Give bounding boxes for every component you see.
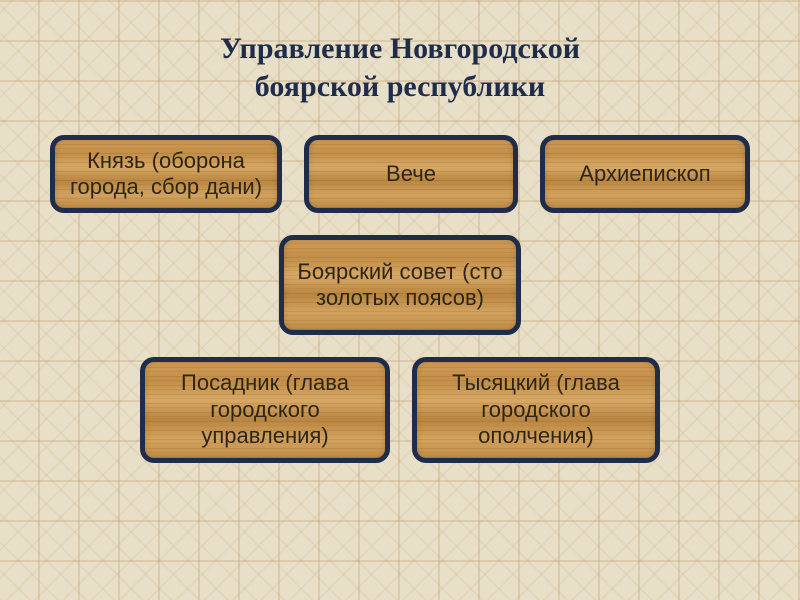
box-prince-label: Князь (оборона города, сбор дани) <box>65 148 267 201</box>
title-line-2: боярской республики <box>255 70 545 103</box>
diagram-content: Управление Новгородской боярской республ… <box>0 0 800 600</box>
box-archbishop-label: Архиепископ <box>579 161 710 187</box>
box-boyar-council-label: Боярский совет (сто золотых поясов) <box>294 259 506 312</box>
box-tysyatsky-label: Тысяцкий (глава городского ополчения) <box>427 370 645 449</box>
box-veche: Вече <box>304 135 518 213</box>
title-line-1: Управление Новгородской <box>220 32 580 65</box>
box-posadnik: Посадник (глава городского управления) <box>140 357 390 463</box>
row-bottom: Посадник (глава городского управления) Т… <box>0 357 800 463</box>
box-archbishop: Архиепископ <box>540 135 750 213</box>
row-middle: Боярский совет (сто золотых поясов) <box>0 235 800 335</box>
row-top: Князь (оборона города, сбор дани) Вече А… <box>0 135 800 213</box>
box-prince: Князь (оборона города, сбор дани) <box>50 135 282 213</box>
page-title: Управление Новгородской боярской республ… <box>0 30 800 105</box>
box-boyar-council: Боярский совет (сто золотых поясов) <box>279 235 521 335</box>
box-posadnik-label: Посадник (глава городского управления) <box>155 370 375 449</box>
box-veche-label: Вече <box>386 161 436 187</box>
box-tysyatsky: Тысяцкий (глава городского ополчения) <box>412 357 660 463</box>
